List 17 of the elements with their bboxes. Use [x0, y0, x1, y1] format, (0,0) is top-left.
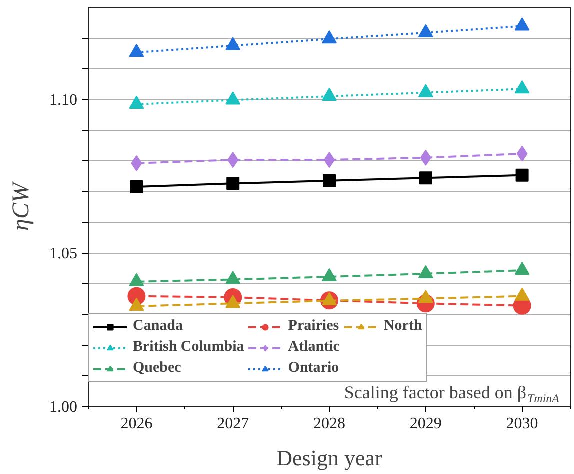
legend-label: Quebec [133, 360, 182, 377]
x-tick-label: 2028 [314, 416, 346, 432]
x-tick-label: 2027 [217, 416, 250, 432]
legend-label: Atlantic [288, 339, 340, 356]
y-tick-label: 1.00 [50, 399, 78, 416]
legend-label: British Columbia [133, 339, 244, 356]
x-tick-label: 2030 [506, 416, 538, 432]
x-tick-label: 2029 [410, 416, 442, 432]
x-tick-label: 2026 [120, 416, 153, 432]
y-tick-label: 1.05 [50, 246, 78, 263]
legend-label: Prairies [288, 318, 340, 335]
y-axis-title: ηCW [8, 181, 34, 231]
x-axis-title: Design year [276, 446, 384, 470]
legend-label: North [384, 318, 422, 335]
legend-label: Canada [133, 318, 184, 335]
y-tick-label: 1.10 [50, 92, 78, 110]
legend-label: Ontario [288, 360, 340, 377]
